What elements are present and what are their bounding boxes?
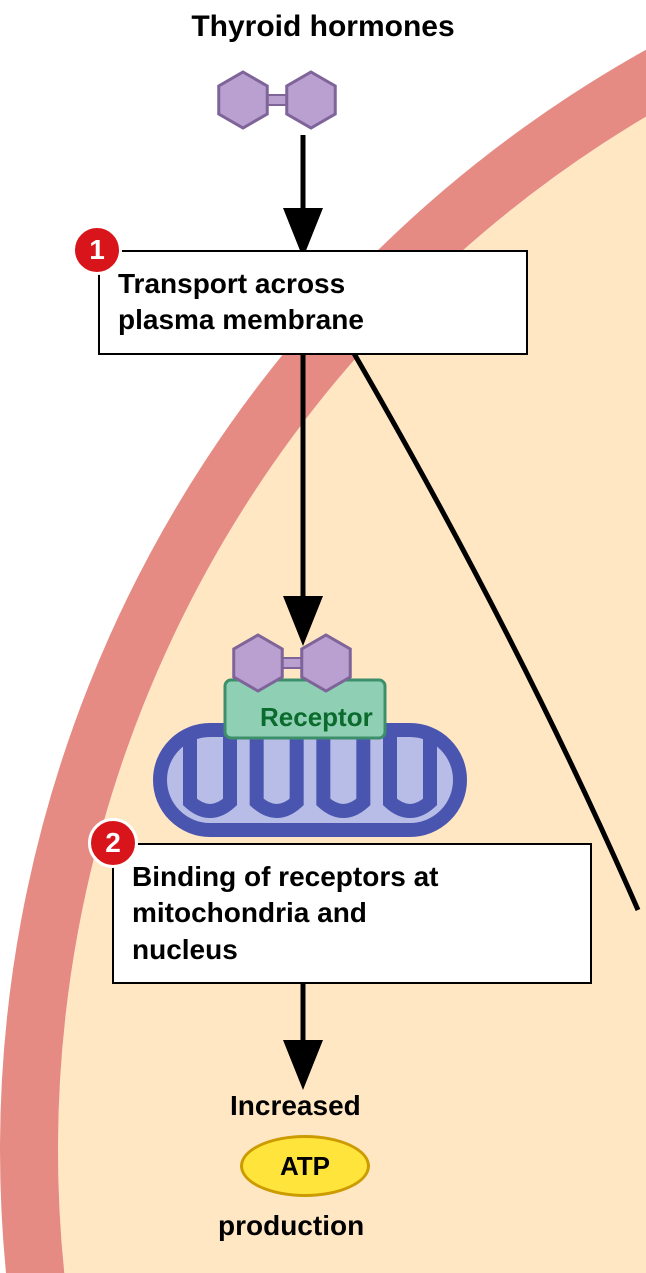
- step-2-line3: nucleus: [132, 932, 572, 968]
- step-badge-2-num: 2: [105, 827, 121, 859]
- step-badge-2: 2: [88, 818, 138, 868]
- step-1-line2: plasma membrane: [118, 302, 508, 338]
- atp-oval: ATP: [240, 1135, 370, 1197]
- atp-label: ATP: [280, 1151, 330, 1182]
- hormone-top-pair: [219, 72, 335, 128]
- step-2-line2: mitochondria and: [132, 895, 572, 931]
- hormone-hexagon-1: [302, 635, 350, 691]
- step-1-line1: Transport across: [118, 266, 508, 302]
- mitochondrion: [160, 730, 460, 830]
- step-box-1: Transport across plasma membrane: [98, 250, 528, 355]
- step-box-2: Binding of receptors at mitochondria and…: [112, 843, 592, 984]
- receptor-label: Receptor: [260, 702, 373, 733]
- outcome-line2: production: [218, 1210, 364, 1242]
- hormone-layer: [0, 0, 646, 1273]
- outcome-line1: Increased: [230, 1090, 361, 1122]
- step-2-line1: Binding of receptors at: [132, 859, 572, 895]
- hormone-hexagon-1: [287, 72, 335, 128]
- step-badge-1-num: 1: [89, 234, 105, 266]
- hormone-hexagon-0: [219, 72, 267, 128]
- thyroid-hormone-diagram: Thyroid hormones 1 Transport across plas…: [0, 0, 646, 1273]
- hormone-hexagon-0: [234, 635, 282, 691]
- step-badge-1: 1: [72, 225, 122, 275]
